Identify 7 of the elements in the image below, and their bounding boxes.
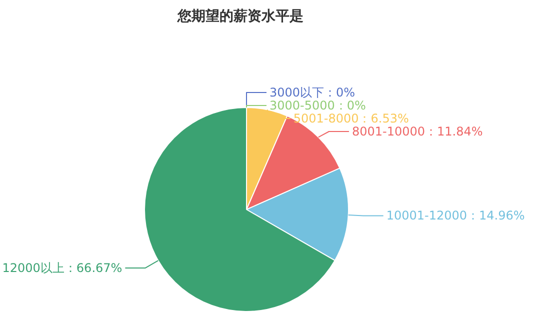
slice-label: 12000以上：66.67% xyxy=(2,261,122,276)
chart-title: 您期望的薪资水平是 xyxy=(176,8,304,24)
legend-label: 3000-5000：0% xyxy=(270,98,366,112)
slice-label: 8001-10000：11.84% xyxy=(352,124,483,138)
legend-label: 5001-8000：6.53% xyxy=(293,112,409,126)
legend-label: 3000以下：0% xyxy=(270,86,356,100)
slice-label: 10001-12000：14.96% xyxy=(386,208,525,223)
